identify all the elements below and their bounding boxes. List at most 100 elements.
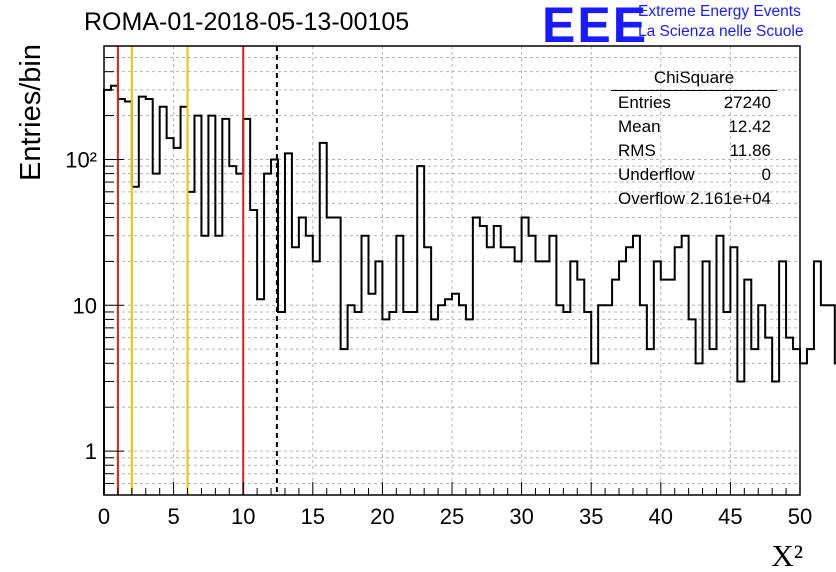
histogram-bin	[306, 236, 313, 495]
histogram-bin	[730, 247, 737, 495]
histogram-bin	[375, 261, 382, 495]
histogram-bin	[786, 338, 793, 495]
histogram-bin	[744, 280, 751, 495]
y-axis-label: Entries/bin	[15, 44, 47, 181]
eee-logo: EEE	[542, 0, 649, 53]
histogram-bin	[480, 226, 487, 495]
x-tick-label: 35	[579, 504, 603, 529]
histogram-bin	[529, 236, 536, 495]
histogram-bin	[723, 312, 730, 495]
stats-value: 27240	[723, 93, 771, 112]
histogram-bin	[208, 116, 215, 495]
histogram-bin	[556, 305, 563, 495]
y-tick-label: 1	[85, 439, 97, 464]
stats-key: Overflow	[618, 189, 686, 208]
stats-row-overflow: Overflow 2.161e+04	[611, 187, 777, 211]
histogram-bin	[139, 97, 146, 495]
histogram-bin	[181, 107, 188, 495]
histogram-bin	[647, 349, 654, 495]
histogram-bin	[598, 305, 605, 495]
stats-key: Mean	[618, 117, 661, 136]
histogram-bin	[508, 247, 515, 495]
histogram-bin	[633, 236, 640, 495]
x-tick-label: 5	[167, 504, 179, 529]
histogram-bin	[403, 312, 410, 495]
histogram-bin	[612, 280, 619, 495]
histogram-bin	[828, 305, 835, 495]
histogram-bin	[236, 174, 243, 495]
histogram-bin	[584, 312, 591, 495]
histogram-bin	[313, 261, 320, 495]
histogram-bin	[362, 236, 369, 495]
histogram-bin	[445, 299, 452, 495]
histogram-bin	[661, 280, 668, 495]
stats-box-title: ChiSquare	[611, 66, 777, 91]
histogram-bin	[563, 312, 570, 495]
stats-row-mean: Mean 12.42	[611, 115, 777, 139]
histogram-bin	[703, 261, 710, 495]
histogram-bin	[751, 349, 758, 495]
stats-row-entries: Entries 27240	[611, 91, 777, 115]
histogram-bin	[424, 247, 431, 495]
histogram-bin	[682, 236, 689, 495]
logo-subtitle-2: La Scienza nelle Scuole	[638, 23, 804, 40]
histogram-bin	[382, 319, 389, 495]
histogram-bin	[118, 99, 125, 495]
histogram-bin	[542, 261, 549, 495]
histogram-bin	[765, 338, 772, 495]
histogram-bin	[299, 217, 306, 495]
histogram-bin	[146, 99, 153, 495]
x-tick-label: 50	[788, 504, 812, 529]
histogram-bin	[153, 174, 160, 495]
stats-row-underflow: Underflow 0	[611, 163, 777, 187]
x-tick-label: 45	[718, 504, 742, 529]
histogram-bin	[716, 236, 723, 495]
stats-value: 0	[761, 165, 771, 184]
histogram-bin	[626, 247, 633, 495]
axis-ticks: 0 5 10 15 20 25 30 35 40 45 50 1 10 10²	[65, 45, 812, 529]
histogram-bin	[125, 101, 132, 495]
reference-lines-layer	[116, 46, 278, 495]
histogram-bin	[292, 247, 299, 495]
histogram-bin	[396, 236, 403, 495]
histogram-bin	[104, 90, 111, 495]
histogram-bin	[452, 294, 459, 495]
histogram-bin	[188, 192, 195, 495]
histogram-bin	[619, 261, 626, 495]
histogram-bin	[320, 143, 327, 495]
histogram-bin	[438, 305, 445, 495]
histogram-bin	[605, 305, 612, 495]
stats-key: Underflow	[618, 165, 695, 184]
histogram-bin	[264, 174, 271, 495]
stats-box: ChiSquare Entries 27240 Mean 12.42 RMS 1…	[611, 66, 777, 211]
histogram-bin	[772, 382, 779, 495]
histogram-bin	[758, 305, 765, 495]
x-tick-label: 25	[440, 504, 464, 529]
histogram-bin	[793, 349, 800, 495]
histogram-bin	[549, 236, 556, 495]
x-tick-label: 15	[301, 504, 325, 529]
histogram-bin	[194, 116, 201, 495]
histogram-bin	[348, 305, 355, 495]
histogram-bin	[257, 299, 264, 495]
histogram-bin	[814, 261, 821, 495]
x-tick-label: 20	[370, 504, 394, 529]
histogram-bin	[737, 382, 744, 495]
histogram-bin	[174, 148, 181, 495]
histogram-bin	[222, 119, 229, 495]
stats-row-rms: RMS 11.86	[611, 139, 777, 163]
histogram-bin	[501, 247, 508, 495]
histogram-bin	[215, 236, 222, 495]
histogram-bin	[515, 261, 522, 495]
histogram-bin	[577, 280, 584, 495]
y-tick-label: 10²	[65, 147, 97, 172]
chart-title: ROMA-01-2018-05-13-00105	[84, 8, 410, 36]
histogram-bin	[821, 305, 828, 495]
histogram-bin	[417, 166, 424, 495]
stats-value: 11.86	[729, 141, 771, 160]
histogram-bin	[160, 107, 167, 495]
x-tick-label: 30	[509, 504, 533, 529]
histogram-bin	[167, 138, 174, 495]
histogram-bin	[431, 319, 438, 495]
